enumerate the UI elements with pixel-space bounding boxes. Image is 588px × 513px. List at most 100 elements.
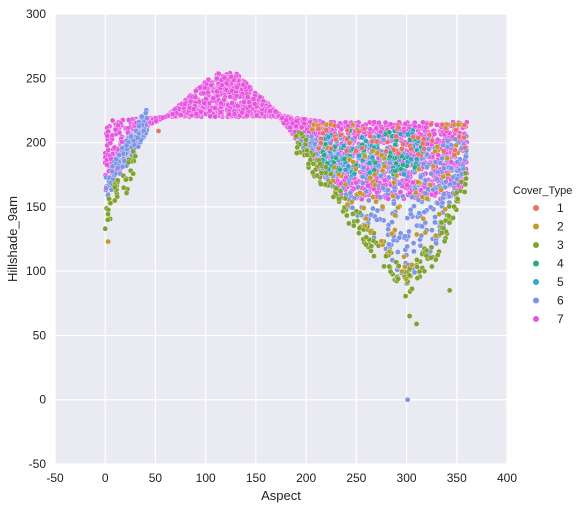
scatter-point	[298, 130, 305, 137]
x-tick-label: 0	[102, 471, 109, 485]
scatter-point	[405, 131, 411, 138]
scatter-point	[441, 191, 447, 197]
scatter-point	[407, 207, 414, 213]
scatter-point	[337, 188, 344, 194]
scatter-point	[430, 163, 437, 170]
scatter-point	[370, 194, 376, 200]
y-tick-label: 100	[26, 264, 46, 278]
scatter-point	[303, 137, 309, 143]
scatter-point	[392, 227, 398, 233]
scatter-point	[107, 200, 114, 206]
scatter-point	[361, 205, 367, 211]
scatter-point	[419, 194, 426, 200]
scatter-point	[396, 263, 402, 269]
scatter-point	[378, 152, 385, 158]
scatter-point	[361, 125, 368, 132]
scatter-point	[388, 230, 395, 237]
scatter-point	[267, 108, 273, 114]
scatter-point	[421, 136, 427, 142]
scatter-point	[103, 185, 109, 192]
y-tick-label: 150	[26, 200, 46, 214]
y-axis-title: Hillshade_9am	[5, 196, 20, 282]
scatter-point	[433, 176, 440, 182]
scatter-point	[347, 190, 354, 196]
scatter-point	[387, 121, 394, 127]
scatter-point	[371, 119, 377, 125]
legend-label: 4	[557, 257, 564, 271]
y-tick-label: 50	[33, 328, 47, 342]
scatter-point	[438, 219, 445, 226]
scatter-point	[207, 107, 213, 114]
scatter-point	[105, 211, 111, 217]
scatter-point	[434, 169, 441, 176]
scatter-point	[455, 121, 462, 128]
scatter-point	[385, 187, 391, 193]
scatter-point	[169, 111, 176, 117]
scatter-point	[395, 249, 401, 255]
scatter-point	[404, 396, 411, 403]
scatter-point	[331, 122, 338, 129]
scatter-point	[383, 148, 389, 155]
scatter-point	[366, 160, 373, 167]
scatter-point	[376, 133, 382, 139]
scatter-point	[428, 121, 434, 128]
scatter-point	[444, 155, 451, 162]
scatter-point	[397, 131, 404, 137]
scatter-point	[410, 134, 416, 140]
scatter-point	[430, 186, 436, 193]
scatter-point	[429, 227, 435, 233]
scatter-point	[392, 212, 398, 219]
scatter-point	[442, 125, 449, 132]
legend-label: 2	[557, 220, 564, 234]
scatter-point	[419, 223, 425, 230]
scatter-point	[360, 164, 367, 171]
x-tick-label: 150	[246, 471, 266, 485]
x-tick-label: -50	[46, 471, 64, 485]
scatter-point	[429, 263, 435, 270]
scatter-point	[387, 268, 394, 275]
scatter-point	[294, 144, 301, 151]
scatter-point	[415, 151, 422, 158]
scatter-point	[354, 218, 361, 224]
scatter-point	[425, 186, 431, 192]
scatter-point	[305, 161, 312, 167]
scatter-point	[377, 194, 384, 201]
scatter-point	[374, 217, 380, 223]
scatter-point	[452, 136, 458, 142]
scatter-point	[251, 101, 258, 107]
scatter-point	[426, 132, 433, 138]
scatter-point	[361, 153, 368, 159]
scatter-point	[445, 171, 451, 178]
scatter-point	[410, 179, 416, 186]
scatter-point	[221, 96, 227, 103]
scatter-point	[210, 95, 217, 102]
x-tick-label: 200	[296, 471, 316, 485]
scatter-point	[233, 93, 240, 99]
scatter-point	[293, 123, 299, 130]
scatter-point	[370, 205, 376, 212]
scatter-point	[406, 313, 413, 319]
scatter-point	[228, 73, 235, 80]
scatter-point	[114, 177, 121, 184]
scatter-point	[130, 137, 137, 144]
scatter-point	[130, 170, 136, 177]
scatter-point	[446, 219, 453, 226]
scatter-point	[452, 147, 458, 153]
scatter-point	[155, 128, 162, 134]
scatter-point	[411, 203, 417, 209]
scatter-point	[217, 109, 224, 115]
legend-label: 5	[557, 275, 564, 289]
scatter-point	[355, 128, 362, 135]
scatter-point	[343, 147, 350, 154]
scatter-point	[435, 252, 441, 258]
scatter-point	[214, 75, 220, 82]
x-axis-title: Aspect	[261, 488, 301, 503]
scatter-point	[360, 180, 366, 186]
scatter-point	[317, 161, 323, 167]
scatter-point	[453, 142, 459, 149]
scatter-point	[212, 113, 218, 120]
scatter-point	[132, 153, 139, 159]
scatter-point	[272, 108, 279, 115]
scatter-point	[404, 215, 411, 221]
scatter-point	[437, 160, 443, 166]
